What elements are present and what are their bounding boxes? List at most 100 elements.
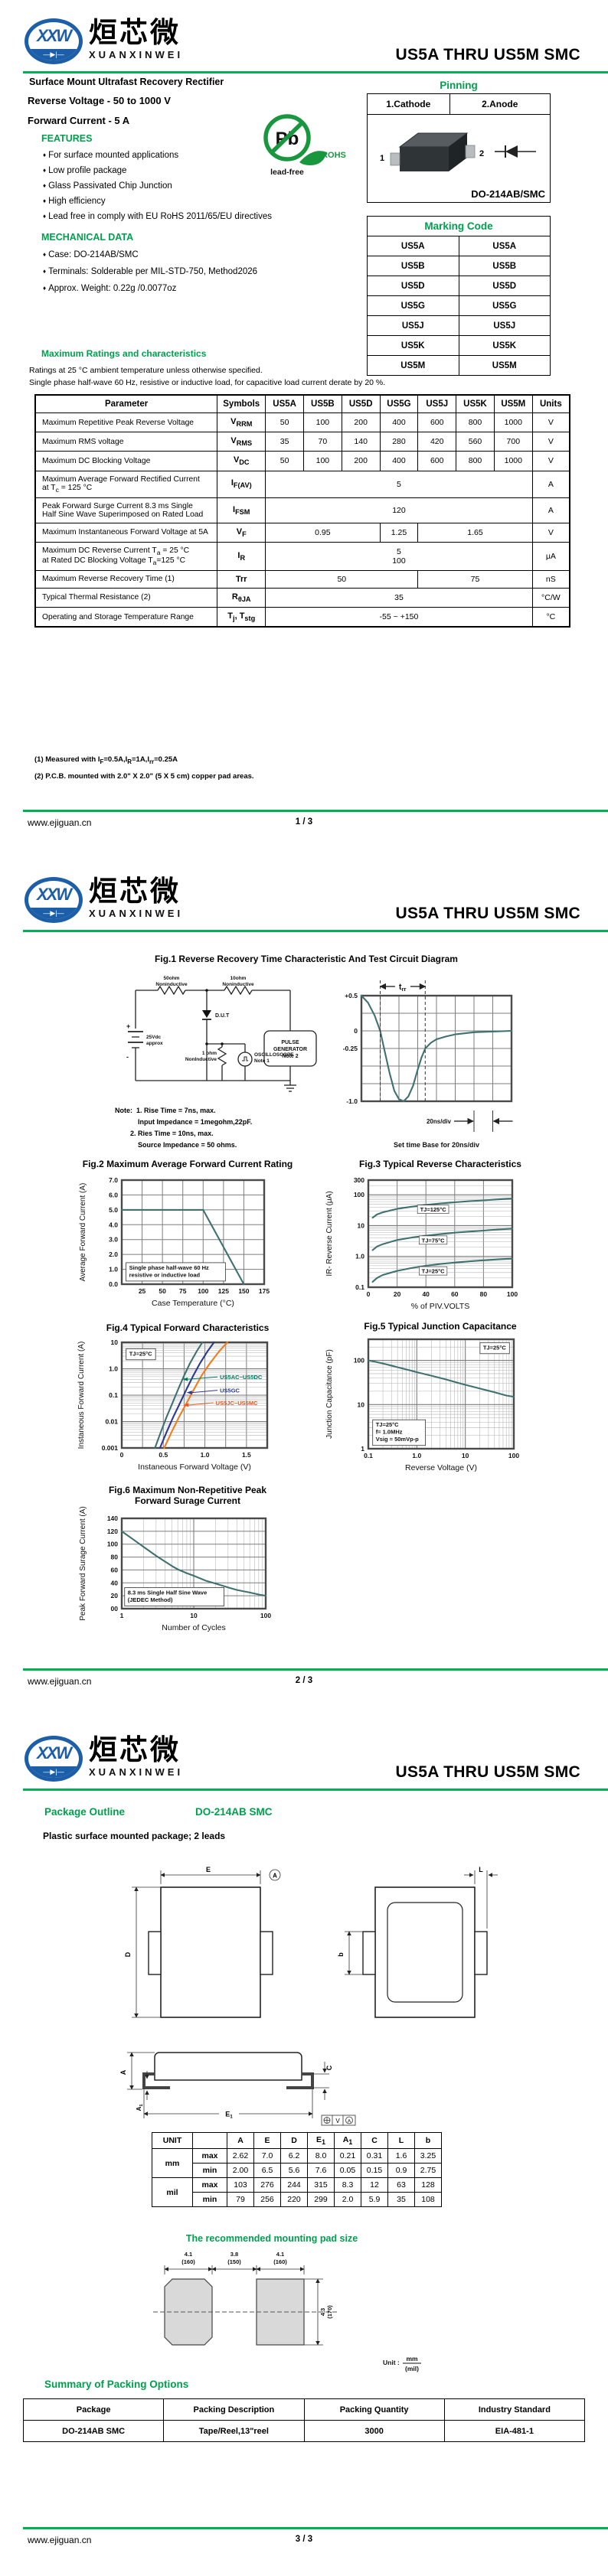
svg-text:10: 10 xyxy=(358,1221,365,1229)
dim-value: 299 xyxy=(307,2192,335,2208)
svg-text:1: 1 xyxy=(361,1445,364,1453)
svg-text:5.0: 5.0 xyxy=(109,1206,118,1214)
table-row: min 2.00 6.5 5.6 7.6 0.05 0.15 0.9 2.75 xyxy=(152,2163,442,2179)
svg-text:PULSE: PULSE xyxy=(281,1040,299,1045)
svg-text:1.0: 1.0 xyxy=(201,1451,210,1459)
svg-text:-: - xyxy=(126,1053,129,1061)
table-cell: 1.25 xyxy=(379,522,419,543)
website-link[interactable]: www.ejiguan.cn xyxy=(28,1676,92,1687)
brand-name-en: XUANXINWEI xyxy=(89,907,184,919)
table-cell: 35 xyxy=(265,587,533,608)
svg-text:+0.5: +0.5 xyxy=(345,992,358,999)
website-link[interactable]: www.ejiguan.cn xyxy=(28,817,92,828)
svg-text:120: 120 xyxy=(107,1528,118,1535)
svg-text:D.U.T: D.U.T xyxy=(215,1013,230,1019)
table-cell: VF xyxy=(217,522,266,543)
table-cell: 800 xyxy=(456,412,495,433)
table-cell: IFSM xyxy=(217,497,266,523)
fig5-chart: 0.1 1.0 10 100 1 10 100 Reverse Voltage (V) Junc… xyxy=(325,1338,519,1472)
svg-text:1.0: 1.0 xyxy=(355,1253,364,1260)
svg-text:% of PIV.VOLTS: % of PIV.VOLTS xyxy=(411,1302,469,1311)
svg-text:100: 100 xyxy=(354,1357,364,1365)
website-link[interactable]: www.ejiguan.cn xyxy=(28,2535,92,2545)
table-row: DO-214AB SMC Tape/Reel,13"reel 3000 EIA-481… xyxy=(22,2420,586,2442)
svg-text:3.0: 3.0 xyxy=(109,1236,118,1244)
table-cell: Peak Forward Surge Current 8.3 ms Single… xyxy=(34,497,218,523)
svg-text:100: 100 xyxy=(507,1290,518,1298)
column-header: Industry Standard xyxy=(443,2398,586,2421)
table-cell: 100 xyxy=(303,412,342,433)
header-rule xyxy=(23,930,608,932)
leadfree-text: lead-free xyxy=(270,168,304,177)
leaf-icon xyxy=(299,151,327,165)
marking-cell: US5J xyxy=(367,315,459,336)
dim-value: 12 xyxy=(361,2177,388,2193)
table-row: Maximum Repetitive Peak Reverse Voltage V… xyxy=(34,412,570,433)
marking-cell: US5B xyxy=(367,256,459,276)
table-header-row: Package Packing Description Packing Quanti… xyxy=(22,2398,586,2421)
dim-value: 276 xyxy=(253,2177,281,2193)
dim-column: A xyxy=(227,2131,254,2150)
svg-text:A: A xyxy=(119,2069,127,2075)
svg-text:100: 100 xyxy=(260,1612,271,1619)
brand-name-en: XUANXINWEI xyxy=(89,1766,184,1778)
table-cell: 800 xyxy=(456,451,495,471)
svg-text:1 ohm: 1 ohm xyxy=(202,1051,217,1056)
smc-package-image: 1 2 xyxy=(380,132,484,171)
dim-value: 2.62 xyxy=(227,2148,254,2164)
table-cell: °C/W xyxy=(531,587,570,608)
fig5-title: Fig.5 Typical Junction Capacitance xyxy=(364,1321,517,1332)
list-item: Lead free in comply with EU RoHS 2011/65… xyxy=(43,209,272,224)
table-cell: Trr xyxy=(217,569,266,589)
svg-text:10ohm: 10ohm xyxy=(230,976,247,981)
brand-logo-icon: XXW —▶|— xyxy=(25,877,83,923)
svg-text:10: 10 xyxy=(358,1400,365,1408)
dim-value: 1.6 xyxy=(387,2148,415,2164)
svg-text:US5JC~US5MC: US5JC~US5MC xyxy=(216,1400,258,1407)
svg-text:TJ=25°C: TJ=25°C xyxy=(483,1344,506,1351)
ratings-heading: Maximum Ratings and characteristics xyxy=(41,348,207,359)
svg-text:US5GC: US5GC xyxy=(220,1387,240,1394)
page-number: 2 / 3 xyxy=(295,1676,313,1685)
svg-text:trr: trr xyxy=(399,983,407,993)
table-cell: 400 xyxy=(379,412,419,433)
svg-text:80: 80 xyxy=(480,1290,488,1298)
ratings-note-2: Single phase half-wave 60 Hz, resistive … xyxy=(29,378,386,387)
marking-row: US5A US5A xyxy=(367,236,551,256)
brand-logo-abbr: XXW xyxy=(36,26,72,45)
fig6-title: Fig.6 Maximum Non-Repetitive Peak Forward… xyxy=(108,1485,267,1506)
dim-value: 256 xyxy=(253,2192,281,2208)
features-list: For surface mounted applicationsLow prof… xyxy=(43,148,272,224)
package-bottom-view-drawing: L b xyxy=(337,1866,498,2018)
marking-cell: US5A xyxy=(458,236,551,256)
svg-text:1.5: 1.5 xyxy=(242,1451,251,1459)
table-cell: μA xyxy=(531,541,570,571)
dim-value: 7.6 xyxy=(307,2163,335,2179)
dim-value: 0.15 xyxy=(361,2163,388,2179)
marking-cell: US5G xyxy=(458,295,551,316)
svg-text:100: 100 xyxy=(198,1287,208,1295)
part-number-title: US5A THRU US5M SMC xyxy=(395,1763,580,1781)
svg-text:Junction Capacitance (pF): Junction Capacitance (pF) xyxy=(325,1349,334,1439)
fig1-title: Fig.1 Reverse Recovery Time Characterist… xyxy=(155,954,458,964)
dim-value: 8.3 xyxy=(334,2177,361,2193)
svg-text:mm: mm xyxy=(406,2355,418,2362)
brand-name-en: XUANXINWEI xyxy=(89,48,184,60)
table-cell: 560 xyxy=(456,432,495,452)
svg-text:resistive or inductive load: resistive or inductive load xyxy=(129,1271,201,1278)
table-row: Maximum DC Blocking Voltage VDC 50 100 200 40… xyxy=(34,451,570,471)
marking-cell: US5D xyxy=(367,276,459,296)
svg-text:10: 10 xyxy=(462,1452,469,1459)
table-cell: V xyxy=(531,412,570,433)
footnote-2: (2) P.C.B. mounted with 2.0" X 2.0" (5 X… xyxy=(34,772,254,781)
table-cell: °C xyxy=(531,607,570,628)
dim-value: 0.9 xyxy=(387,2163,415,2179)
svg-text:TJ=25°C: TJ=25°C xyxy=(422,1268,445,1275)
column-header: US5J xyxy=(417,394,457,413)
pin1-label: 1.Cathode xyxy=(367,93,450,115)
table-cell: DO-214AB SMC xyxy=(22,2420,165,2442)
table-row: Operating and Storage Temperature Range T… xyxy=(34,607,570,628)
svg-text:150: 150 xyxy=(238,1287,249,1295)
svg-text:Instaneous Forward Current (A): Instaneous Forward Current (A) xyxy=(77,1342,86,1449)
